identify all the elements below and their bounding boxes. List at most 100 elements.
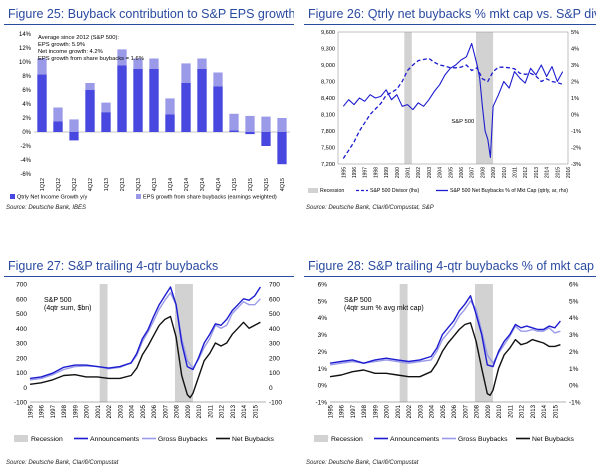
x-tick-label: 2009 [491,167,497,178]
x-tick-label: 2003 [427,167,433,178]
y-tick-label-left: 9,600 [321,30,335,36]
y-tick-label: 0% [22,130,31,136]
x-tick-label: 2001 [396,404,402,418]
x-tick-label: 1999 [373,404,379,418]
y-tick-label: 14% [19,32,32,38]
chart-panel-fig28: Figure 28: S&P trailing 4-qtr buybacks %… [304,256,596,470]
chart-panel-fig25: Figure 25: Buyback contribution to S&P E… [4,4,294,211]
chart-label: S&P 500 [44,297,72,304]
x-tick-label: 2000 [85,404,91,418]
annotation-text: EPS growth from share buybacks = 1.6% [38,56,144,62]
y-tick-label-right: 3% [569,332,579,339]
y-tick-label: -4% [20,158,31,164]
y-tick-label-left: 3% [318,332,328,339]
x-tick-label: 2006 [152,404,158,418]
y-tick-label-right: 400 [269,326,280,333]
y-tick-label: -6% [20,172,31,178]
y-tick-label-right: -1% [571,129,581,135]
annotation-text: Average since 2012 (S&P 500): [38,35,119,41]
x-tick-label: 2000 [395,167,401,178]
bar-chart: 14% 12% 10% 8% 6% 4% 2% 0% -2% -4% -6% 1Q12 2Q12 3Q12… [10,32,290,201]
y-tick-label: -2% [20,144,31,150]
y-tick-label-left: 700 [16,282,27,289]
legend-label: Announcements [390,436,440,443]
legend-label: Qtrly Net Income Growth y/y [17,195,87,201]
x-tick-label: 2013 [534,167,540,178]
y-tick-label-right: 2% [571,80,579,86]
series-line-net-buybacks [342,42,564,158]
legend-label: Recession [320,188,344,194]
legend-label: Net Buybacks [532,436,575,443]
x-tick-label: 1Q12 [40,178,46,191]
recession-band [399,284,408,402]
y-tick-label-right: 1% [569,366,579,373]
y-tick-label-right: 200 [269,355,280,362]
y-tick-label-left: -1% [315,400,327,407]
bar-buyback-growth [53,107,63,132]
y-tick-label-left: 600 [16,296,27,303]
x-tick-label: 2003 [118,404,124,418]
bar-buyback-growth [69,119,79,132]
x-tick-label: 2Q13 [120,178,126,191]
legend-label: Net Buybacks [232,436,275,443]
chart-label: (4qtr sum, $bn) [44,305,91,312]
y-tick-label-left: 7,200 [321,162,335,168]
x-tick-label: 2Q12 [56,178,62,191]
bar-net-income-growth [277,132,287,165]
series-line-divisor [342,57,563,159]
bar-buyback-growth [229,113,239,132]
x-tick-label: 2012 [520,404,526,418]
x-tick-label: 1Q13 [104,178,110,191]
y-tick-label-right: -2% [571,146,581,152]
y-tick-label-right: 0 [269,385,273,392]
legend-label: Gross Buybacks [458,436,508,443]
bar-net-income-growth [229,130,239,132]
y-tick-label-right: 4% [571,47,579,53]
y-tick-label-right: 0% [569,383,579,390]
source-note: Source: Deutsche Bank, Clarifi/Compustat [306,460,419,466]
bar-net-income-growth [85,90,95,132]
bar-net-income-growth [101,112,111,132]
y-tick-label: 12% [19,46,32,52]
y-tick-label-left: 8,700 [321,80,335,86]
y-tick-label-right: 6% [569,282,579,289]
y-tick-label-left: 9,000 [321,63,335,69]
legend-label: Recession [331,436,363,443]
x-tick-label: 2005 [448,167,454,178]
x-tick-label: 2011 [508,404,514,418]
x-tick-label: 2014 [242,404,248,418]
legend-label: S&P 500 Net Buybacks % of Mkt Cap (qtrly… [450,188,568,194]
y-tick-label-left: 4% [318,315,328,322]
bar-net-income-growth [133,69,143,132]
bar-net-income-growth [165,114,175,132]
x-tick-label: 3Q12 [72,178,78,191]
y-tick-label: 4% [22,102,31,108]
chart-title: Figure 25: Buyback contribution to S&P E… [4,4,294,25]
bar-net-income-growth [245,132,255,135]
chart-title: Figure 26: Qtrly net buybacks % mkt cap … [304,4,596,25]
y-tick-label-left: 0% [318,383,328,390]
bar-net-income-growth [53,121,63,132]
x-tick-label: 2001 [96,404,102,418]
line-chart: 9,600 9,300 9,000 8,700 8,400 8,100 7,800 7,500… [308,30,581,194]
x-tick-label: 1998 [362,404,368,418]
series-line-net-buybacks [329,322,561,397]
x-tick-label: 2012 [523,167,529,178]
y-tick-label-right: 1% [571,96,579,102]
x-tick-label: 1996 [40,404,46,418]
x-tick-label: 2007 [463,404,469,418]
x-tick-label: 1995 [29,404,35,418]
line-chart: 6% 6%5% 5%4% 4%3% 3%2% 2%1% 1%0% 0%-1% -1%1995 19… [314,282,581,443]
x-tick-label: 4Q12 [88,178,94,191]
x-tick-label: 2004 [438,167,444,178]
x-tick-label: 2016 [566,167,572,178]
recession-band [174,284,193,402]
recession-band [404,32,412,164]
x-tick-label: 2Q15 [248,178,254,191]
recession-band [476,32,494,164]
y-tick-label-right: 100 [269,370,280,377]
y-tick-label-left: 100 [16,370,27,377]
y-tick-label-left: 7,800 [321,129,335,135]
y-tick-label-left: 8,400 [321,96,335,102]
